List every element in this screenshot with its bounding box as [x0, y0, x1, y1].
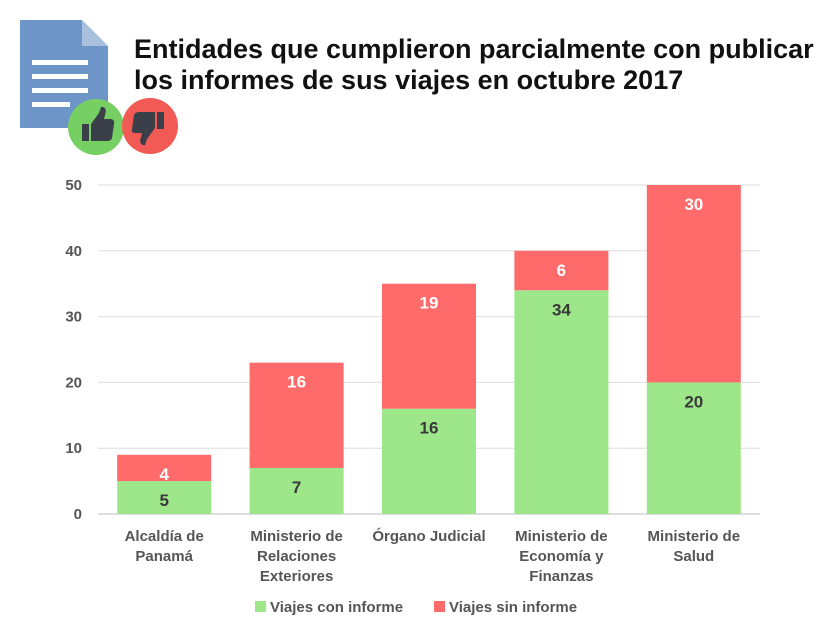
legend-swatch	[434, 601, 445, 612]
chart-title: Entidades que cumplieron parcialmente co…	[134, 34, 814, 95]
x-tick-label: Relaciones	[257, 548, 336, 565]
y-tick-label: 20	[65, 374, 82, 391]
bar-segment	[646, 185, 741, 383]
data-label: 19	[420, 294, 439, 313]
bar-segment	[382, 408, 476, 514]
x-tick-label: Panamá	[135, 548, 193, 565]
y-tick-label: 50	[65, 177, 82, 194]
bar-segment	[117, 454, 212, 482]
data-label: 6	[557, 261, 566, 280]
bar-segment	[514, 250, 609, 291]
x-tick-label: Salud	[673, 548, 714, 565]
y-tick-label: 40	[65, 243, 82, 260]
x-tick-label: Órgano Judicial	[372, 527, 485, 545]
y-tick-label: 30	[65, 309, 82, 326]
bar-segment	[646, 382, 741, 514]
x-tick-label: Ministerio de	[250, 528, 343, 545]
thumbs-down-icon	[122, 98, 178, 154]
x-tick-label: Exteriores	[260, 568, 333, 585]
data-label: 4	[159, 465, 169, 484]
bar-segment	[249, 467, 344, 514]
bar-segment	[249, 362, 344, 468]
data-label: 5	[159, 491, 168, 510]
x-tick-label: Economía y	[519, 548, 604, 565]
x-tick-label: Ministerio de	[648, 528, 741, 545]
legend-label: Viajes sin informe	[449, 599, 577, 616]
document-icon	[20, 20, 178, 155]
thumbs-up-icon	[68, 99, 124, 155]
data-label: 16	[420, 419, 439, 438]
data-label: 16	[287, 373, 306, 392]
bar-segment	[382, 283, 476, 409]
data-label: 7	[292, 478, 301, 497]
x-tick-label: Finanzas	[529, 568, 593, 585]
bar-segment	[117, 481, 212, 514]
bar-segment	[514, 290, 609, 514]
x-tick-label: Ministerio de	[515, 528, 608, 545]
data-label: 34	[552, 300, 571, 319]
y-tick-label: 0	[74, 506, 82, 523]
data-label: 20	[684, 392, 703, 411]
legend-label: Viajes con informe	[270, 599, 403, 616]
legend-swatch	[255, 601, 266, 612]
x-tick-label: Alcaldía de	[125, 528, 204, 545]
y-tick-label: 10	[65, 440, 82, 457]
data-label: 30	[684, 195, 703, 214]
